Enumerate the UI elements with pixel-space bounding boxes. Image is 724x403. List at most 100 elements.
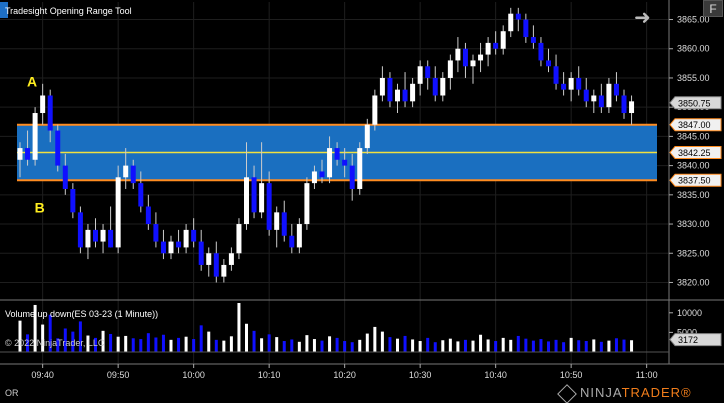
price-tick-label: 3835.00 — [677, 190, 710, 200]
price-tick-label: 3825.00 — [677, 248, 710, 258]
indicator-badge — [0, 2, 8, 18]
brand-suffix: TRADER® — [621, 385, 692, 400]
volume-panel-title: Volume up down(ES 03-23 (1 Minute)) — [5, 309, 159, 319]
candle-body — [523, 19, 529, 38]
time-axis-labels: 09:40 09:50 10:00 10:10 10:20 10:30 10:40 10:50… — [31, 364, 658, 380]
candle-body — [621, 95, 627, 114]
time-tick-label: 10:10 — [258, 370, 281, 380]
annotation-label: A — [27, 74, 37, 90]
volume-bar — [94, 337, 97, 352]
volume-bar — [169, 339, 173, 352]
time-tick-label: 10:00 — [182, 370, 205, 380]
price-tick-label: 3855.00 — [677, 73, 710, 83]
price-tick-label: 3830.00 — [677, 219, 710, 229]
volume-bar — [531, 340, 535, 352]
candle-body — [259, 183, 265, 213]
volume-bar — [335, 337, 339, 352]
volume-marker-label: 3172 — [678, 335, 698, 345]
candle-body — [153, 224, 159, 242]
volume-bar — [297, 341, 301, 352]
volume-bar — [539, 339, 543, 352]
candle-body — [470, 60, 476, 67]
candle-body — [47, 95, 53, 131]
candle-body — [191, 229, 197, 242]
candle-body — [123, 165, 129, 178]
time-tick-label: 10:20 — [333, 370, 356, 380]
candle-body — [100, 229, 106, 242]
candle-body — [447, 60, 453, 78]
volume-bar — [509, 339, 513, 352]
volume-bar — [577, 340, 581, 352]
brand-prefix: NINJA — [580, 385, 622, 400]
volume-bar — [328, 336, 332, 352]
volume-bar — [161, 334, 165, 352]
price-marker — [669, 145, 722, 159]
candle-body — [334, 148, 340, 160]
candle-body — [485, 42, 491, 55]
volume-bar — [501, 337, 505, 352]
candle-body — [115, 177, 121, 248]
candle-body — [213, 253, 219, 277]
candle-body — [289, 235, 295, 248]
candle-body — [591, 95, 597, 102]
candle-body — [387, 77, 393, 102]
price-marker-label: 3842.25 — [678, 148, 711, 158]
price-marker-label: 3850.75 — [678, 98, 711, 108]
candle-body — [32, 113, 38, 160]
candle-body — [266, 183, 272, 230]
volume-bar — [622, 339, 626, 352]
time-tick-label: 10:30 — [409, 370, 432, 380]
candle-body — [342, 159, 348, 166]
arrow-right-icon[interactable]: ➜ — [634, 7, 651, 29]
volume-bar — [229, 336, 233, 352]
volume-bar — [131, 338, 135, 352]
volume-bar — [267, 334, 271, 352]
candle-body — [515, 13, 521, 20]
volume-bar — [139, 339, 143, 352]
volume-bar — [456, 341, 460, 352]
volume-bar — [411, 339, 415, 352]
candle-body — [70, 188, 76, 213]
volume-bar — [441, 340, 445, 352]
volume-bar — [282, 341, 286, 352]
volume-bar — [494, 341, 498, 352]
volume-bar — [154, 337, 158, 352]
or-label: OR — [5, 388, 19, 398]
candle-body — [296, 224, 302, 248]
volume-bar — [78, 321, 82, 352]
candle-body — [364, 124, 370, 149]
volume-bar — [312, 339, 316, 352]
volume-bar — [358, 339, 362, 352]
volume-bar — [471, 340, 475, 352]
candle-body — [319, 171, 325, 178]
price-axis-labels: 3820.00 3825.00 3830.00 3835.00 3840.00 3845.… — [669, 15, 722, 347]
volume-bar — [426, 337, 430, 352]
f-button[interactable]: F — [703, 0, 723, 17]
candle-body — [583, 89, 589, 102]
candle-body — [183, 229, 189, 248]
volume-bar — [350, 342, 354, 352]
volume-bar — [116, 336, 120, 352]
candle-body — [500, 31, 506, 49]
volume-bar — [562, 342, 566, 352]
volume-bar — [101, 330, 105, 352]
volume-bar — [41, 324, 45, 352]
price-tick-label: 3820.00 — [677, 277, 710, 287]
price-tick-label: 3840.00 — [677, 161, 710, 171]
candle-body — [281, 212, 287, 236]
time-tick-label: 09:40 — [31, 370, 54, 380]
volume-bar — [124, 335, 128, 352]
volume-tick-label: 5000 — [677, 327, 697, 337]
candle-body — [85, 229, 91, 248]
volume-bar — [184, 336, 188, 352]
volume-bar — [305, 335, 309, 352]
volume-bar — [403, 335, 407, 352]
volume-tick-label: 10000 — [677, 308, 702, 318]
candle-body — [221, 264, 227, 277]
volume-bar — [599, 341, 603, 352]
volume-bar — [207, 331, 211, 352]
time-tick-label: 11:00 — [636, 370, 658, 380]
candle-body — [379, 77, 385, 96]
volume-bar — [71, 331, 75, 352]
